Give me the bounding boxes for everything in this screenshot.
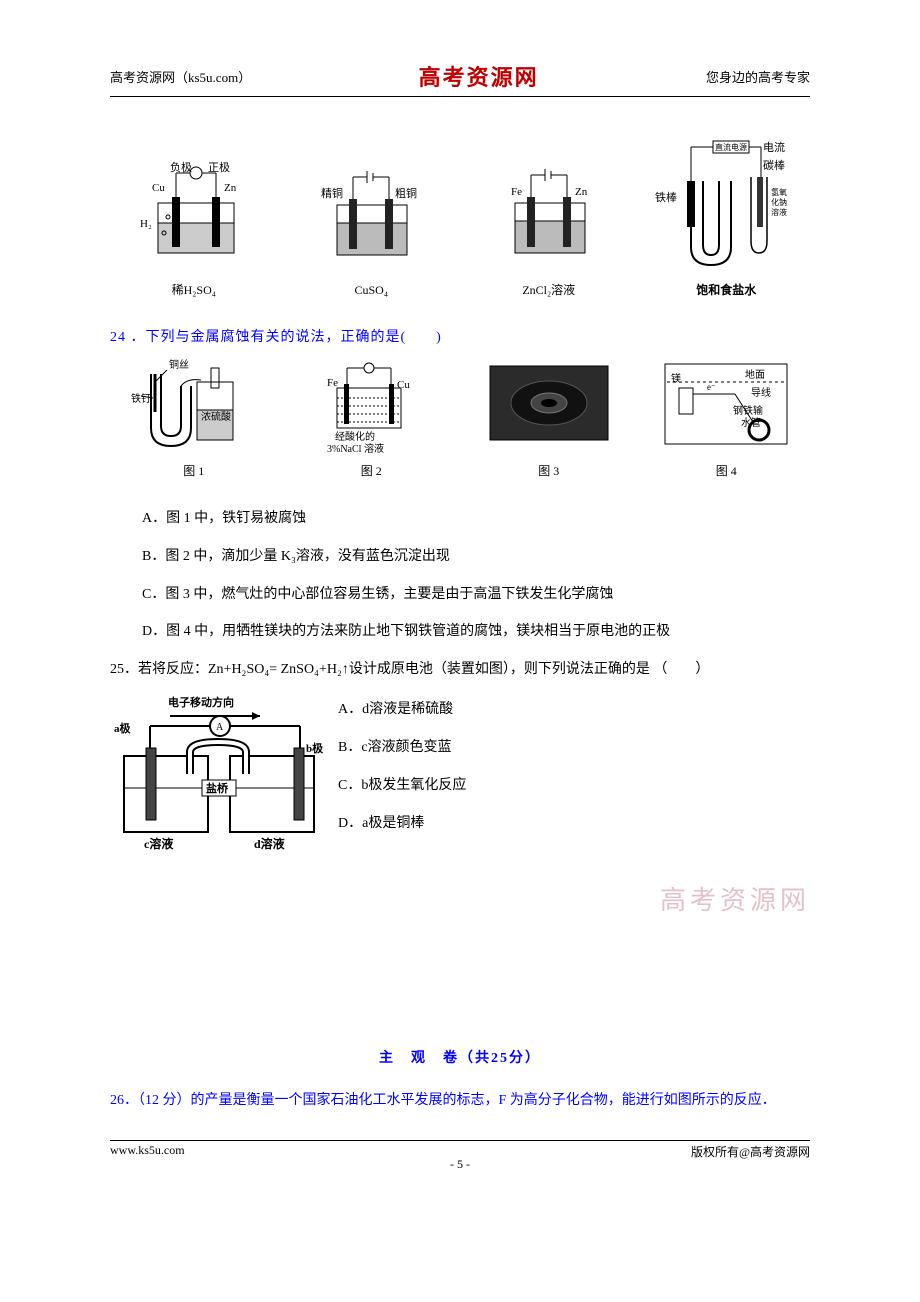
q24-fig2: Fe Cu 经酸化的 3%NaCl 溶液 图 2 [288, 358, 456, 479]
svg-text:电子移动方向: 电子移动方向 [168, 695, 234, 709]
q24-fig3: 图 3 [465, 358, 633, 479]
page-header: 高考资源网（ks5u.com） 高考资源网 您身边的高考专家 [110, 60, 810, 97]
svg-text:Zn: Zn [575, 186, 588, 198]
svg-text:Fe: Fe [327, 377, 338, 389]
q26-text: 26．（12 分）的产量是衡量一个国家石油化工水平发展的标志，F 为高分子化合物… [110, 1087, 810, 1115]
svg-text:粗铜: 粗铜 [395, 186, 417, 200]
svg-text:经酸化的: 经酸化的 [335, 430, 375, 443]
svg-text:碳棒: 碳棒 [763, 158, 785, 172]
watermark-text: 高考资源网 [110, 880, 810, 917]
svg-text:地面: 地面 [745, 368, 765, 381]
page-footer: www.ks5u.com 版权所有@高考资源网 - 5 - [110, 1140, 810, 1160]
q25-options: A．d溶液是稀硫酸 B．c溶液颜色变蓝 C．b极发生氧化反应 D．a极是铜棒 [338, 692, 466, 850]
svg-text:正极: 正极 [208, 160, 230, 174]
q24-opt-d: D．图 4 中，用牺牲镁块的方法来防止地下钢铁管道的腐蚀，镁块相当于原电池的正极 [142, 620, 810, 644]
figure-c-caption: ZnCl₂溶液 [522, 281, 575, 298]
svg-text:H₂: H₂ [140, 218, 152, 230]
figure-d-svg: 直流电源 电流 碳棒 铁棒 氢氧 化钠 溶液 [651, 137, 801, 277]
q24-fig4-caption: 图 4 [716, 462, 737, 479]
q25-wrap: 电子移动方向 a极 b极 A 盐桥 c溶液 d溶液 [110, 692, 810, 862]
q24-fig1-caption: 图 1 [183, 462, 204, 479]
svg-text:a极: a极 [114, 721, 132, 735]
q24-fig3-caption: 图 3 [538, 462, 559, 479]
figure-c: Fe Zn ZnCl₂溶液 [465, 157, 633, 298]
svg-text:溶液: 溶液 [771, 207, 787, 217]
footer-center: - 5 - [110, 1157, 810, 1172]
svg-text:精铜: 精铜 [321, 186, 343, 200]
q24-fig2-caption: 图 2 [361, 462, 382, 479]
svg-text:直流电源: 直流电源 [715, 142, 747, 152]
svg-text:浓硫酸: 浓硫酸 [201, 410, 231, 423]
figure-d-caption: 饱和食盐水 [696, 281, 756, 298]
svg-text:b极: b极 [306, 741, 324, 755]
q24-figure-row: 铜丝 铁钉 浓硫酸 图 1 F [110, 358, 810, 479]
svg-text:Cu: Cu [397, 379, 410, 391]
svg-text:化钠: 化钠 [771, 197, 787, 207]
figure-b-svg: 精铜 粗铜 [311, 159, 431, 279]
q24-opt-a: A．图 1 中，铁钉易被腐蚀 [142, 507, 810, 531]
svg-text:负极: 负极 [170, 160, 192, 174]
q24-fig1: 铜丝 铁钉 浓硫酸 图 1 [110, 358, 278, 479]
figure-a-caption: 稀H₂SO₄ [172, 281, 216, 298]
svg-text:c溶液: c溶液 [144, 836, 173, 851]
section-title: 主 观 卷（共25分） [110, 1047, 810, 1067]
figure-a-svg: 负极 正极 Cu Zn H₂ [134, 157, 254, 277]
q24-prompt: 24 ．下列与金属腐蚀有关的说法，正确的是( ) [110, 326, 810, 346]
q25-opt-b: B．c溶液颜色变蓝 [338, 736, 466, 756]
svg-text:铜丝: 铜丝 [169, 359, 189, 371]
svg-text:A: A [216, 722, 224, 733]
q24-opt-b: B．图 2 中，滴加少量 K₃溶液，没有蓝色沉淀出现 [142, 545, 810, 569]
svg-text:铁棒: 铁棒 [655, 190, 677, 204]
figure-a: 负极 正极 Cu Zn H₂ 稀H₂SO₄ [110, 157, 278, 298]
figure-b-caption: CuSO₄ [354, 283, 388, 298]
figure-b: 精铜 粗铜 CuSO₄ [288, 159, 456, 298]
top-figure-row: 负极 正极 Cu Zn H₂ 稀H₂SO₄ [110, 137, 810, 298]
header-right: 您身边的高考专家 [706, 67, 810, 86]
svg-text:铁钉: 铁钉 [131, 392, 151, 405]
q25-figure: 电子移动方向 a极 b极 A 盐桥 c溶液 d溶液 [110, 692, 330, 862]
page: 高考资源网（ks5u.com） 高考资源网 您身边的高考专家 负极 正极 Cu … [0, 0, 920, 1200]
q25-prompt: 25．若将反应：Zn+H₂SO₄= ZnSO₄+H₂↑设计成原电池（装置如图），… [110, 658, 810, 682]
svg-text:Fe: Fe [511, 186, 522, 198]
q24-opt-c: C．图 3 中，燃气灶的中心部位容易生锈，主要是由于高温下铁发生化学腐蚀 [142, 583, 810, 607]
figure-d: 直流电源 电流 碳棒 铁棒 氢氧 化钠 溶液 饱和食盐水 [643, 137, 811, 298]
svg-text:Cu: Cu [152, 182, 165, 194]
svg-text:3%NaCl 溶液: 3%NaCl 溶液 [327, 442, 384, 455]
q25-opt-c: C．b极发生氧化反应 [338, 774, 466, 794]
svg-text:导线: 导线 [751, 386, 771, 399]
svg-text:e⁻: e⁻ [707, 382, 716, 392]
q25-opt-d: D．a极是铜棒 [338, 812, 466, 832]
q25-opt-a: A．d溶液是稀硫酸 [338, 698, 466, 718]
svg-text:氢氧: 氢氧 [771, 187, 787, 197]
svg-text:镁: 镁 [671, 372, 681, 385]
header-brand: 高考资源网 [419, 60, 539, 92]
svg-text:d溶液: d溶液 [254, 836, 285, 851]
svg-text:Zn: Zn [224, 182, 237, 194]
svg-text:盐桥: 盐桥 [206, 781, 229, 795]
q24-fig4: 镁 地面 导线 钢铁输 水管 e⁻ 图 4 [643, 358, 811, 479]
figure-c-svg: Fe Zn [489, 157, 609, 277]
header-left: 高考资源网（ks5u.com） [110, 67, 251, 86]
svg-text:电流: 电流 [763, 140, 785, 154]
